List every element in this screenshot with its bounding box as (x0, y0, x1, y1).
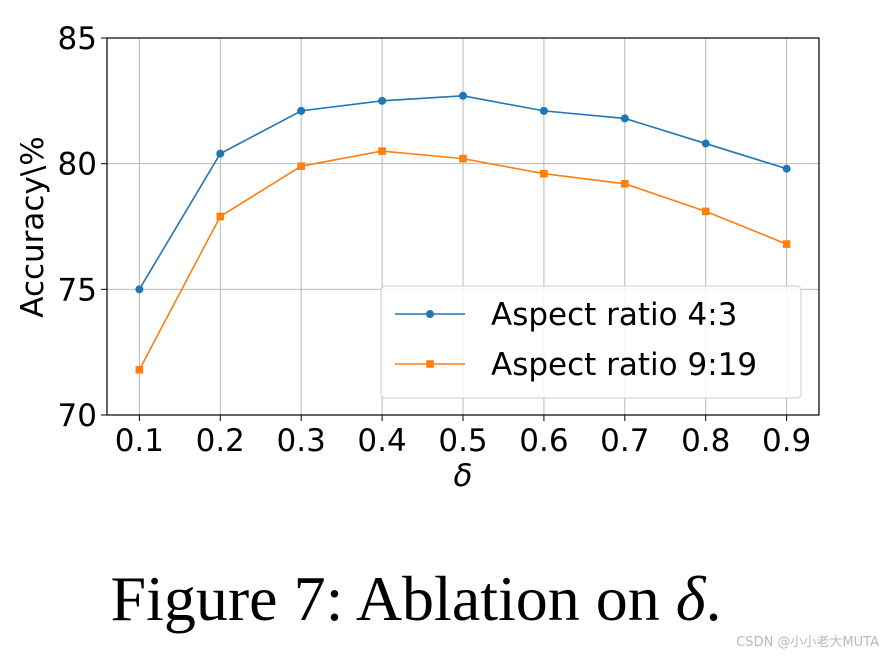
x-tick-label: 0.8 (681, 423, 730, 459)
data-point (216, 212, 225, 221)
data-point (539, 106, 548, 115)
x-tick-label: 0.1 (115, 423, 164, 459)
legend-marker (426, 360, 434, 368)
data-point (782, 164, 791, 173)
figure-caption: Figure 7: Ablation on δ. (0, 562, 832, 636)
data-point (297, 106, 306, 115)
caption-prefix: Figure 7: Ablation on (110, 563, 676, 634)
watermark: CSDN @小小老大MUTA (736, 635, 879, 650)
data-point (378, 147, 386, 155)
caption-symbol: δ (675, 563, 706, 634)
x-tick-label: 0.9 (762, 423, 811, 459)
data-point (378, 96, 387, 105)
data-point (701, 207, 710, 216)
y-tick-label: 75 (58, 272, 97, 308)
x-axis-label: δ (454, 458, 473, 494)
x-tick-label: 0.5 (438, 423, 487, 459)
data-point (216, 149, 225, 158)
legend: Aspect ratio 4:3 Aspect ratio 9:19 (380, 285, 802, 399)
series-layer (135, 91, 791, 374)
x-tick-label: 0.2 (196, 423, 245, 459)
y-axis-label: Accuracy\% (15, 136, 51, 317)
y-tick-label: 70 (58, 398, 97, 434)
legend-box (380, 285, 802, 399)
y-tick-label: 85 (58, 21, 97, 57)
data-point (621, 179, 629, 188)
data-point (135, 285, 144, 294)
accuracy-line-chart: 0.1 0.2 0.3 0.4 0.5 0.6 0.7 0.8 0.9 70 75 80 85 Aspe… (15, 21, 820, 494)
legend-label: Aspect ratio 4:3 (491, 297, 737, 333)
data-point (540, 169, 548, 178)
x-tick-label: 0.4 (357, 423, 406, 459)
caption-suffix: . (705, 563, 722, 634)
data-point (620, 114, 629, 123)
data-point (782, 240, 791, 248)
legend-marker (426, 310, 434, 318)
x-tick-label: 0.7 (600, 423, 649, 459)
data-point (135, 365, 144, 374)
axis-ticks: 0.1 0.2 0.3 0.4 0.5 0.6 0.7 0.8 0.9 70 75 80 85 (58, 21, 812, 459)
data-point (459, 154, 467, 163)
legend-label: Aspect ratio 9:19 (491, 347, 757, 383)
x-tick-label: 0.6 (519, 423, 568, 459)
data-point (701, 139, 710, 148)
data-point (297, 162, 305, 170)
data-point (459, 91, 467, 100)
y-tick-label: 80 (58, 147, 97, 183)
x-tick-label: 0.3 (277, 423, 326, 459)
